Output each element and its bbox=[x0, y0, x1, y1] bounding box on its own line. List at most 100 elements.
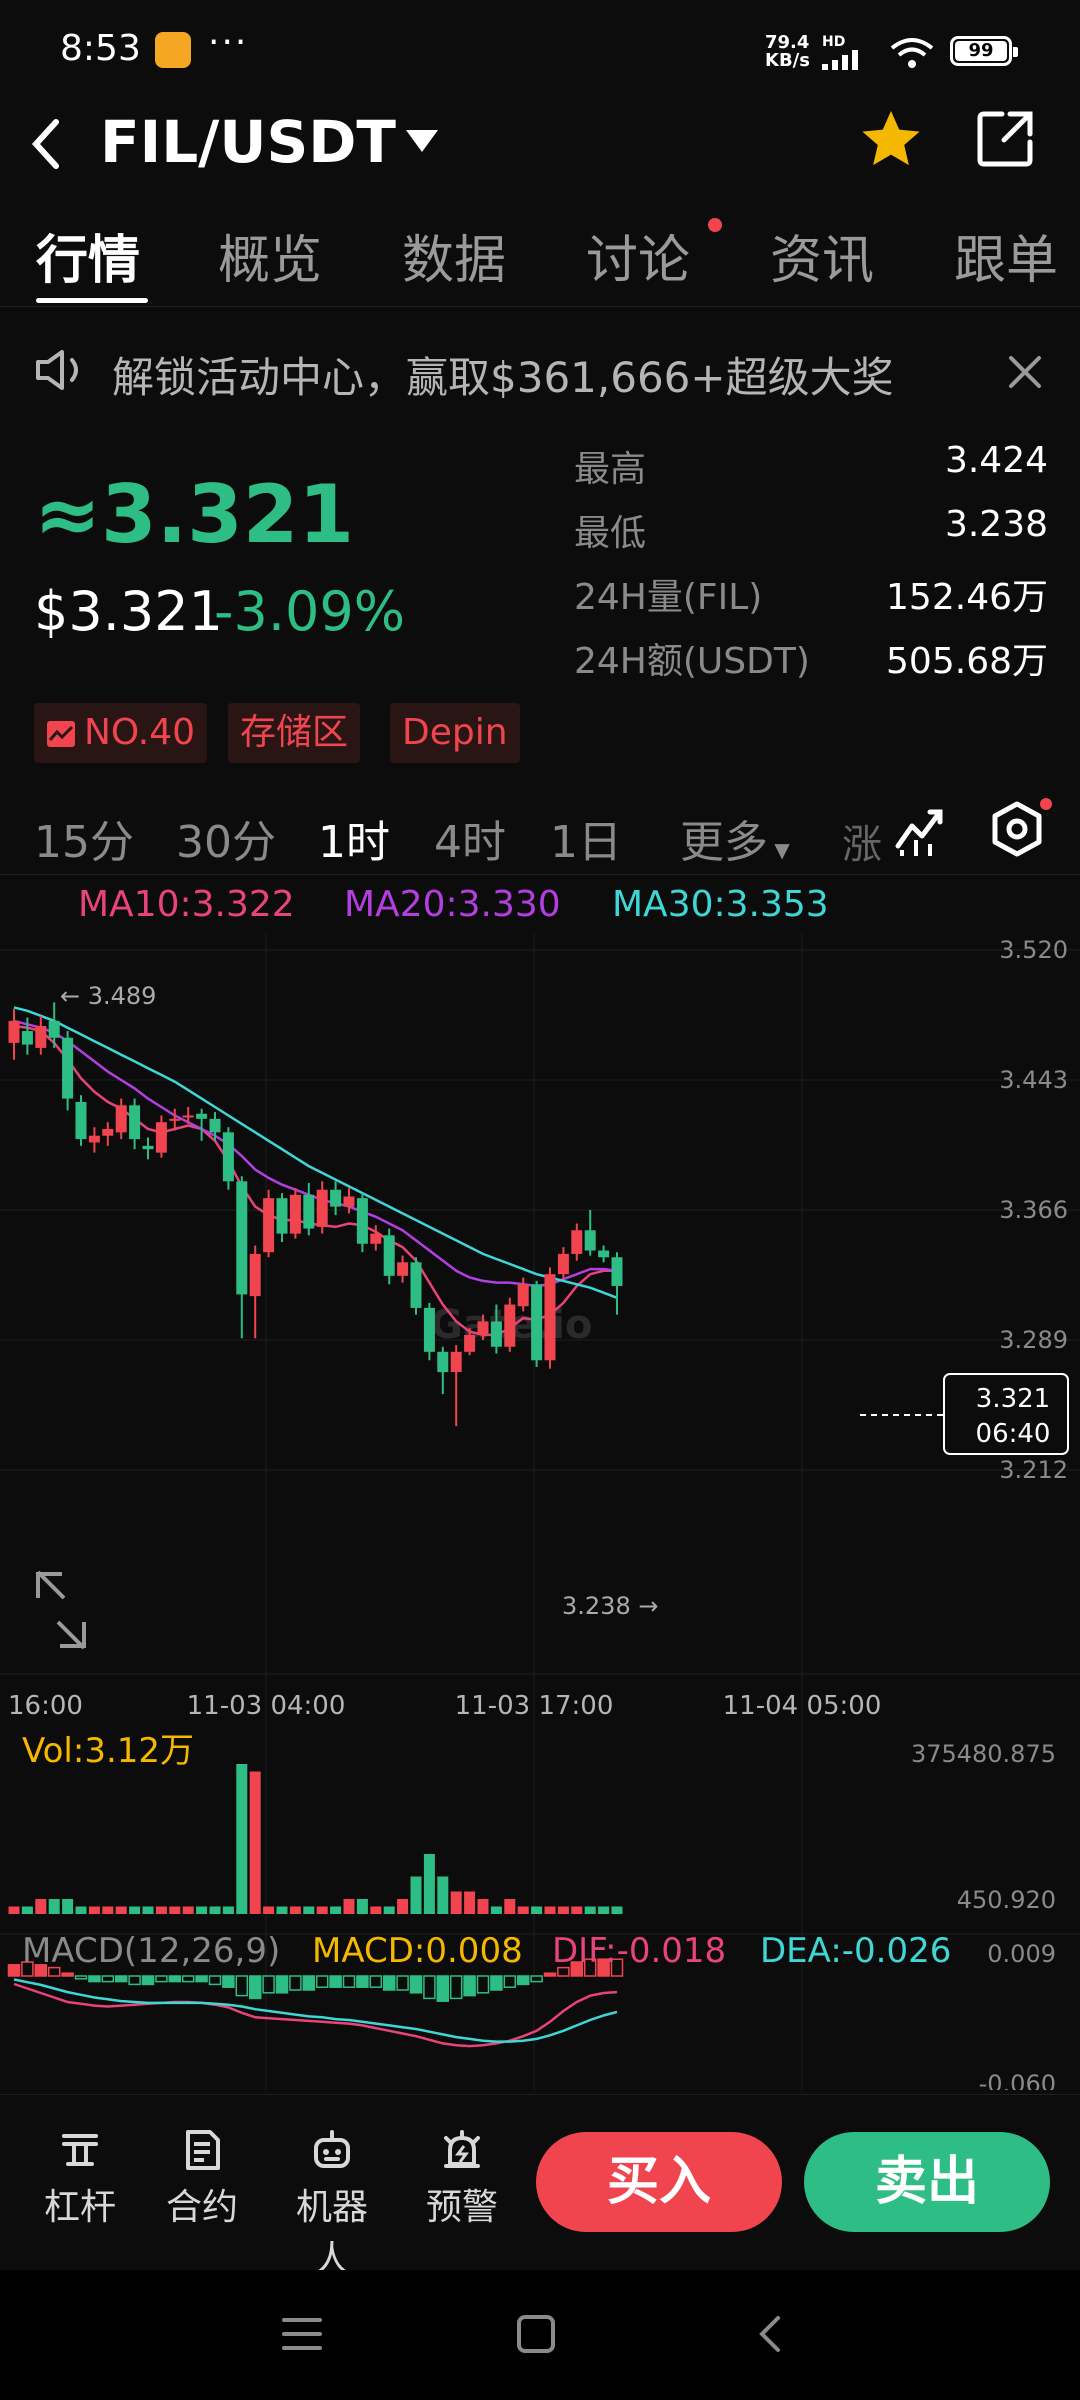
candle-body bbox=[477, 1321, 489, 1335]
app-screen: 8:53 ··· 79.4 KB/s HD 99 FIL/USDT 行情 概览 … bbox=[0, 0, 1080, 2280]
price-usd: $3.321 bbox=[34, 580, 223, 643]
tab-market[interactable]: 行情 bbox=[36, 231, 141, 291]
dif-line bbox=[13, 1982, 618, 2048]
interval-1d[interactable]: 1日 bbox=[550, 817, 622, 868]
status-time: 8:53 bbox=[60, 28, 141, 69]
candle-body bbox=[544, 1274, 556, 1361]
pair-title[interactable]: FIL/USDT bbox=[100, 108, 396, 176]
sell-button[interactable]: 卖出 bbox=[804, 2132, 1050, 2232]
volume-max-label: 375480.875 bbox=[911, 1740, 1056, 1768]
candle-body bbox=[263, 1198, 275, 1253]
volume-bar bbox=[88, 1906, 100, 1914]
tab-discussion-badge bbox=[708, 218, 722, 232]
network-speed: 79.4 KB/s bbox=[765, 34, 810, 70]
low-price-marker: 3.238 → bbox=[562, 1592, 658, 1620]
close-icon[interactable] bbox=[1005, 352, 1045, 392]
volume-bar bbox=[303, 1906, 315, 1914]
y-tick-label: 3.443 bbox=[999, 1066, 1068, 1094]
dea-value-label: DEA:-0.026 bbox=[760, 1931, 951, 1971]
candle-body bbox=[102, 1128, 114, 1136]
macd-histogram-bar bbox=[436, 1975, 450, 2002]
indicator-icon[interactable] bbox=[892, 800, 950, 858]
alarm-button[interactable]: 预警 bbox=[412, 2128, 512, 2230]
tab-copy-trading[interactable]: 跟单 bbox=[954, 231, 1059, 291]
tab-overview[interactable]: 概览 bbox=[218, 231, 323, 291]
interval-more[interactable]: 更多 ▼ bbox=[680, 806, 790, 870]
contract-icon bbox=[186, 2130, 220, 2170]
candle-body bbox=[517, 1284, 529, 1307]
star-icon[interactable] bbox=[858, 106, 924, 172]
nav-back-icon[interactable] bbox=[754, 2314, 784, 2354]
macd-histogram-bar bbox=[61, 1972, 74, 1977]
volume-bar bbox=[62, 1899, 74, 1914]
interval-4h[interactable]: 4时 bbox=[434, 817, 506, 868]
tab-data[interactable]: 数据 bbox=[402, 231, 507, 291]
home-icon[interactable] bbox=[516, 2314, 556, 2354]
robot-button[interactable]: 机器人 bbox=[282, 2128, 382, 2282]
stat-volume-label: 24H量(FIL) bbox=[574, 577, 763, 618]
stat-low-value: 3.238 bbox=[944, 504, 1048, 545]
back-icon[interactable] bbox=[26, 116, 66, 172]
battery-level: 99 bbox=[955, 41, 1007, 61]
macd-bottom-label: -0.060 bbox=[979, 2070, 1056, 2090]
volume-bar bbox=[517, 1906, 529, 1914]
macd-histogram-bar bbox=[195, 1975, 208, 1983]
y-tick-label: 3.520 bbox=[999, 936, 1068, 964]
alarm-icon bbox=[444, 2130, 480, 2168]
candle-body bbox=[557, 1253, 569, 1275]
macd-histogram-bar bbox=[128, 1975, 141, 1986]
contract-label: 合约 bbox=[165, 2187, 238, 2228]
rank-tag[interactable]: NO.40 bbox=[34, 703, 208, 763]
category-tag-storage[interactable]: 存储区 bbox=[228, 703, 361, 763]
candle-body bbox=[155, 1122, 167, 1153]
volume-bar bbox=[477, 1899, 489, 1914]
menu-icon[interactable] bbox=[282, 2316, 322, 2352]
contract-button[interactable]: 合约 bbox=[152, 2128, 252, 2230]
volume-bar bbox=[276, 1906, 288, 1914]
tab-discussion[interactable]: 讨论 bbox=[586, 231, 691, 291]
buy-button[interactable]: 买入 bbox=[536, 2132, 782, 2232]
volume-bar bbox=[236, 1764, 248, 1914]
volume-bar bbox=[397, 1899, 409, 1914]
leverage-icon bbox=[62, 2134, 98, 2166]
macd-histogram-bar bbox=[168, 1975, 182, 1983]
volume-bar bbox=[531, 1906, 543, 1914]
macd-histogram-bar bbox=[47, 1966, 61, 1977]
candle-body bbox=[450, 1351, 462, 1373]
candle-body bbox=[289, 1194, 301, 1234]
volume-bar bbox=[423, 1854, 435, 1914]
interval-1h[interactable]: 1时 bbox=[318, 817, 390, 868]
current-price-label: 3.321 bbox=[976, 1384, 1050, 1414]
interval-30m[interactable]: 30分 bbox=[176, 817, 276, 868]
system-navigation-bar bbox=[0, 2270, 1080, 2400]
candle-body bbox=[330, 1189, 342, 1207]
tab-news[interactable]: 资讯 bbox=[770, 231, 875, 291]
macd-histogram-bar bbox=[235, 1975, 249, 1997]
macd-histogram-bar bbox=[543, 1972, 557, 1977]
chart-settings-icon[interactable] bbox=[988, 800, 1046, 858]
candle-body bbox=[8, 1020, 20, 1043]
caret-down-icon[interactable] bbox=[404, 128, 440, 154]
fullscreen-icon[interactable] bbox=[36, 1570, 86, 1650]
volume-bar bbox=[222, 1906, 234, 1914]
dif-value-label: DIF:-0.018 bbox=[552, 1931, 726, 1971]
category-tag-depin[interactable]: Depin bbox=[390, 703, 520, 763]
candle-body bbox=[276, 1198, 288, 1234]
battery-icon: 99 bbox=[950, 36, 1018, 66]
interval-15m[interactable]: 15分 bbox=[34, 817, 134, 868]
macd-histogram-bar bbox=[302, 1975, 316, 1991]
volume-bar bbox=[316, 1906, 328, 1914]
volume-bar bbox=[611, 1906, 623, 1914]
share-icon[interactable] bbox=[974, 108, 1036, 170]
promo-banner[interactable]: 解锁活动中心，赢取$361,666+超级大奖 bbox=[112, 353, 894, 402]
x-tick-label: 11-03 17:00 bbox=[455, 1691, 614, 1721]
candle-body bbox=[490, 1321, 502, 1347]
candle-body bbox=[410, 1262, 422, 1308]
truncated-interval[interactable]: 涨 bbox=[842, 822, 882, 868]
current-price-box bbox=[943, 1373, 1069, 1455]
macd-histogram-bar bbox=[530, 1975, 543, 1983]
leverage-button[interactable]: 杠杆 bbox=[30, 2128, 130, 2230]
volume-bar bbox=[437, 1876, 449, 1914]
candle-body bbox=[383, 1235, 395, 1276]
